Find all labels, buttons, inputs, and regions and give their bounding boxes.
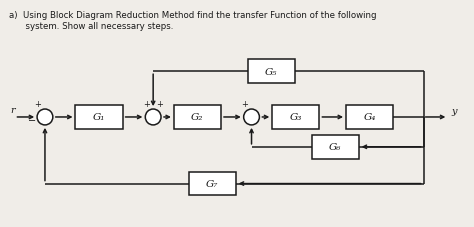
Bar [311, 135, 359, 159]
Text: G₇: G₇ [206, 179, 219, 188]
Text: system. Show all necessary steps.: system. Show all necessary steps. [9, 22, 173, 30]
Text: G₆: G₆ [329, 143, 341, 152]
Bar [346, 106, 393, 129]
Text: r: r [10, 106, 15, 114]
Text: G₃: G₃ [290, 113, 302, 122]
Text: +: + [35, 100, 42, 109]
Text: +: + [241, 100, 248, 109]
Text: G₄: G₄ [364, 113, 376, 122]
Text: +: + [156, 100, 164, 109]
Text: G₅: G₅ [265, 67, 277, 76]
Text: G₂: G₂ [191, 113, 204, 122]
Circle shape [37, 110, 53, 125]
Circle shape [244, 110, 259, 125]
Bar [189, 172, 236, 196]
Text: y: y [451, 106, 457, 116]
Bar [272, 106, 319, 129]
Bar [75, 106, 123, 129]
Bar [247, 60, 295, 84]
Text: a)  Using Block Diagram Reduction Method find the transfer Function of the follo: a) Using Block Diagram Reduction Method … [9, 11, 376, 20]
Circle shape [146, 110, 161, 125]
Text: −: − [28, 116, 36, 125]
Text: +: + [143, 100, 150, 109]
Bar [174, 106, 221, 129]
Text: G₁: G₁ [93, 113, 105, 122]
